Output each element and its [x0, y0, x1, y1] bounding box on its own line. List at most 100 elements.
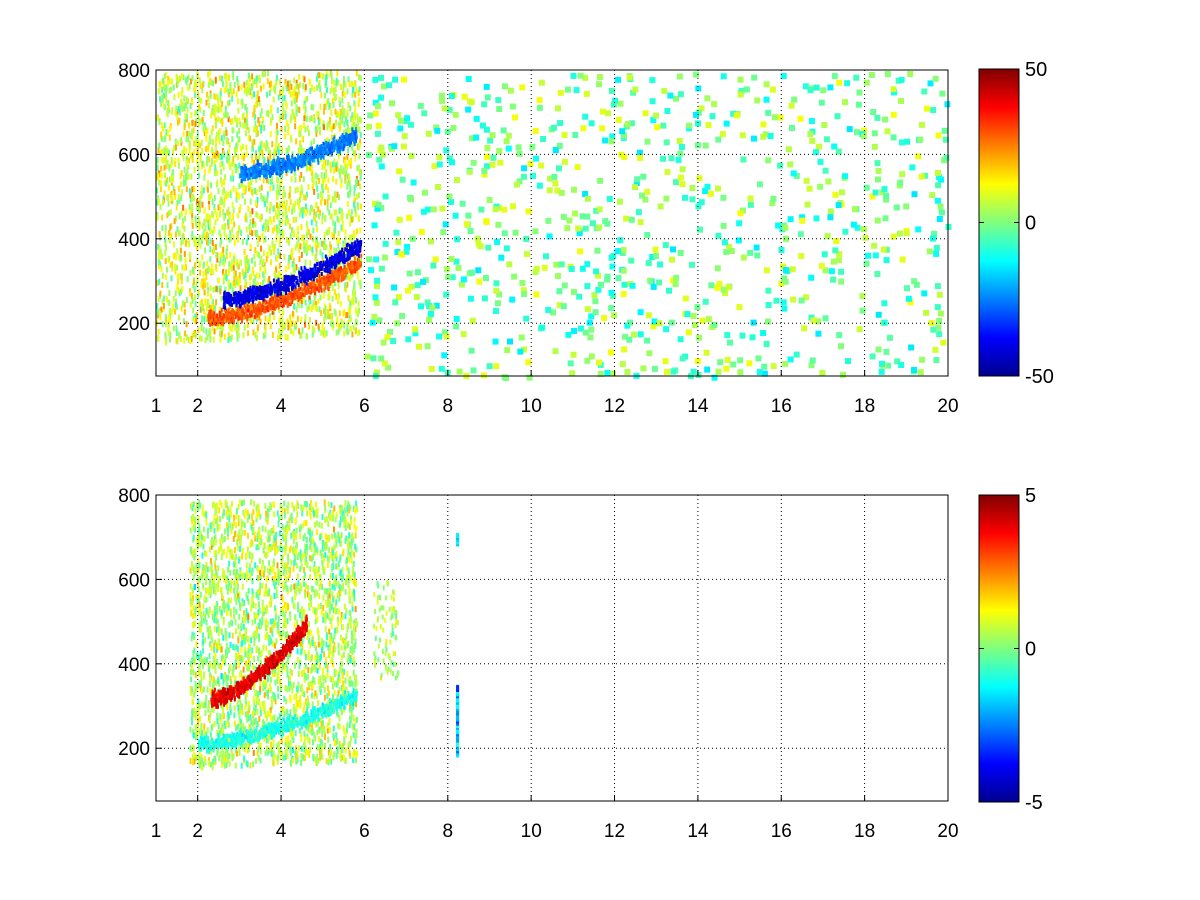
heatmap-cell [238, 272, 241, 279]
heatmap-cell [162, 126, 165, 133]
heatmap-cell [262, 83, 265, 90]
heatmap-cell [313, 148, 316, 153]
heatmap-cell [275, 149, 278, 156]
heatmap-cell [280, 277, 283, 284]
heatmap-cell [281, 286, 284, 291]
heatmap-cell [318, 268, 321, 273]
heatmap-cell [278, 307, 281, 314]
heatmap-cell [205, 328, 208, 335]
heatmap-cell [285, 169, 288, 174]
heatmap-cell [299, 243, 302, 250]
heatmap-cell [207, 224, 210, 231]
heatmap-cell [761, 370, 768, 377]
heatmap-cell [182, 300, 185, 307]
heatmap-cell [285, 160, 288, 165]
heatmap-cell [223, 313, 226, 318]
heatmap-cell [238, 277, 241, 284]
heatmap-cell [338, 112, 341, 119]
heatmap-cell [311, 325, 314, 332]
heatmap-cell [249, 211, 252, 218]
heatmap-cell [250, 172, 253, 177]
heatmap-cell [323, 231, 326, 238]
heatmap-cell [215, 314, 218, 319]
heatmap-cell [301, 269, 304, 274]
heatmap-cell [243, 293, 246, 298]
heatmap-cell [260, 310, 263, 315]
heatmap-cell [348, 234, 351, 241]
heatmap-cell [184, 257, 187, 264]
heatmap-cell [327, 141, 330, 146]
heatmap-cell [189, 196, 192, 203]
heatmap-cell [221, 160, 224, 167]
heatmap-cell [196, 158, 199, 165]
heatmap-cell [259, 112, 262, 119]
heatmap-cell [317, 148, 320, 153]
heatmap-cell [156, 279, 159, 286]
heatmap-cell [158, 119, 161, 126]
heatmap-cell [184, 264, 187, 271]
heatmap-cell [175, 337, 178, 344]
heatmap-cell [314, 154, 317, 159]
heatmap-cell [352, 216, 355, 222]
heatmap-cell [312, 277, 315, 282]
heatmap-cell [255, 176, 258, 183]
heatmap-cell [458, 281, 465, 288]
heatmap-cell [353, 256, 356, 261]
heatmap-cell [189, 103, 192, 109]
heatmap-cell [226, 312, 228, 317]
heatmap-cell [158, 263, 160, 270]
heatmap-cell [224, 286, 227, 293]
heatmap-cell [255, 200, 257, 207]
heatmap-cell [323, 176, 326, 183]
heatmap-cell [209, 238, 212, 245]
heatmap-cell [206, 213, 209, 220]
heatmap-cell [277, 142, 280, 149]
heatmap-cell [287, 263, 290, 270]
heatmap-cell [275, 159, 278, 164]
heatmap-cell [446, 106, 453, 113]
heatmap-cell [323, 163, 326, 170]
heatmap-cell [176, 226, 179, 233]
heatmap-cell [301, 188, 304, 195]
heatmap-cell [202, 326, 205, 333]
heatmap-cell [234, 164, 237, 170]
heatmap-cell [271, 287, 274, 292]
heatmap-cell [179, 103, 182, 110]
heatmap-cell [255, 149, 257, 156]
heatmap-cell [313, 150, 316, 155]
heatmap-cell [282, 309, 285, 316]
heatmap-cell [859, 307, 866, 314]
heatmap-cell [291, 108, 294, 115]
heatmap-cell [264, 219, 267, 226]
heatmap-cell [250, 310, 253, 315]
heatmap-cell [292, 89, 295, 96]
heatmap-cell [309, 317, 311, 324]
heatmap-cell [217, 97, 219, 104]
heatmap-cell [244, 198, 246, 205]
heatmap-cell [171, 173, 173, 180]
heatmap-cell [231, 91, 234, 98]
heatmap-cell [196, 276, 199, 283]
heatmap-cell [220, 238, 223, 245]
heatmap-cell [256, 197, 259, 203]
heatmap-cell [359, 131, 362, 138]
heatmap-cell [286, 85, 289, 92]
heatmap-cell [197, 289, 200, 296]
heatmap-cell [333, 158, 336, 165]
heatmap-cell [349, 309, 351, 316]
heatmap-cell [234, 270, 237, 277]
heatmap-cell [323, 331, 326, 338]
heatmap-cell [159, 307, 162, 314]
heatmap-cell [259, 287, 262, 292]
heatmap-cell [171, 195, 174, 201]
heatmap-cell [347, 273, 349, 280]
heatmap-cell [317, 323, 320, 330]
heatmap-cell [222, 278, 225, 285]
heatmap-cell [262, 271, 265, 278]
heatmap-cell [357, 253, 360, 258]
heatmap-cell [317, 119, 320, 126]
heatmap-cell [168, 149, 170, 156]
heatmap-cell [267, 178, 270, 185]
heatmap-cell [235, 191, 238, 198]
heatmap-cell [240, 301, 243, 306]
